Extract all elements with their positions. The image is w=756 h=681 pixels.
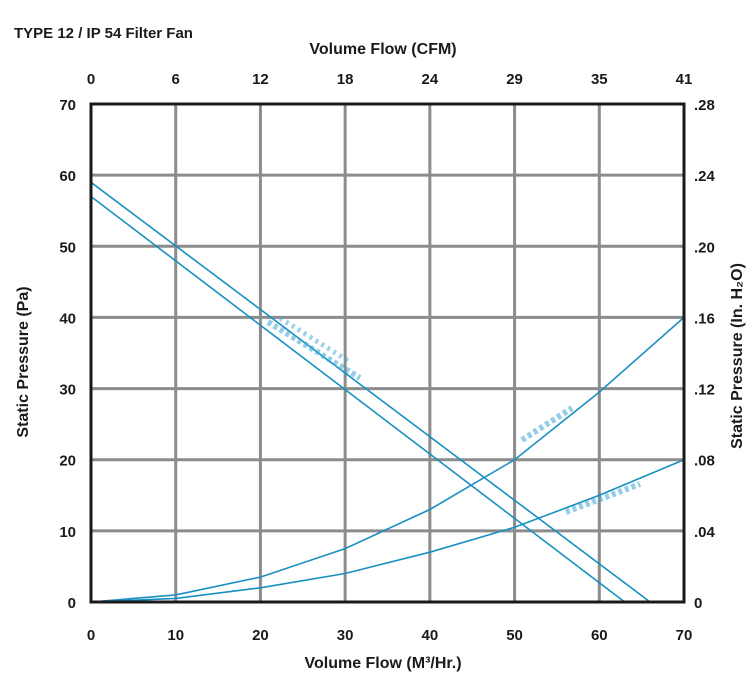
series-line-4 bbox=[90, 458, 685, 603]
x-tick-label: 0 bbox=[87, 627, 95, 644]
y-right-tick-label: .24 bbox=[694, 168, 716, 185]
curve-annotation-lower bbox=[564, 481, 642, 515]
x-tick-label: 20 bbox=[252, 627, 269, 644]
y-tick-label: 70 bbox=[59, 97, 76, 114]
y-right-tick-label: .16 bbox=[694, 310, 715, 327]
x-top-tick-label: 29 bbox=[506, 71, 523, 88]
x-axis-top-title: Volume Flow (CFM) bbox=[309, 41, 456, 58]
y-tick-label: 20 bbox=[59, 453, 76, 470]
y-tick-label: 10 bbox=[59, 524, 76, 541]
y-axis-left-title: Static Pressure (Pa) bbox=[15, 286, 32, 437]
y-tick-label: 50 bbox=[59, 239, 76, 256]
x-top-tick-label: 41 bbox=[676, 71, 693, 88]
y-right-tick-label: .12 bbox=[694, 382, 715, 399]
y-right-tick-label: .28 bbox=[694, 97, 715, 114]
y-right-tick-label: 0 bbox=[694, 595, 702, 612]
series-line-2 bbox=[90, 195, 626, 603]
curve-annotation-upper-2 bbox=[278, 315, 352, 365]
x-tick-label: 50 bbox=[506, 627, 523, 644]
chart-title: TYPE 12 / IP 54 Filter Fan bbox=[14, 25, 193, 42]
x-top-tick-label: 6 bbox=[172, 71, 180, 88]
y-tick-label: 60 bbox=[59, 168, 76, 185]
x-top-tick-label: 12 bbox=[252, 71, 269, 88]
y-right-tick-label: .20 bbox=[694, 239, 715, 256]
y-right-tick-label: .08 bbox=[694, 453, 715, 470]
x-top-tick-label: 24 bbox=[422, 71, 439, 88]
series-line-1 bbox=[90, 181, 651, 603]
x-tick-label: 10 bbox=[167, 627, 184, 644]
y-right-tick-label: .04 bbox=[694, 524, 716, 541]
x-tick-label: 60 bbox=[591, 627, 608, 644]
curve-annotations bbox=[266, 315, 642, 515]
plot-frame bbox=[89, 102, 686, 604]
x-top-tick-label: 18 bbox=[337, 71, 354, 88]
curve-annotation-upper bbox=[266, 319, 362, 381]
tick-labels: 0 10 20 30 40 50 60 700 6 12 18 24 29 35 4101020304050… bbox=[59, 71, 715, 644]
grid bbox=[91, 104, 684, 602]
x-axis-bottom-title: Volume Flow (M³/Hr.) bbox=[304, 655, 461, 672]
y-tick-label: 40 bbox=[59, 310, 76, 327]
x-top-tick-label: 35 bbox=[591, 71, 608, 88]
x-tick-label: 70 bbox=[676, 627, 693, 644]
curve-annotation-middle bbox=[520, 405, 574, 443]
series-lines bbox=[90, 181, 685, 603]
x-tick-label: 30 bbox=[337, 627, 354, 644]
series-line-3 bbox=[90, 316, 685, 603]
y-tick-label: 0 bbox=[68, 595, 76, 612]
x-top-tick-label: 0 bbox=[87, 71, 95, 88]
y-axis-right-title: Static Pressure (In. H₂O) bbox=[729, 263, 746, 449]
x-tick-label: 40 bbox=[422, 627, 439, 644]
y-tick-label: 30 bbox=[59, 382, 76, 399]
